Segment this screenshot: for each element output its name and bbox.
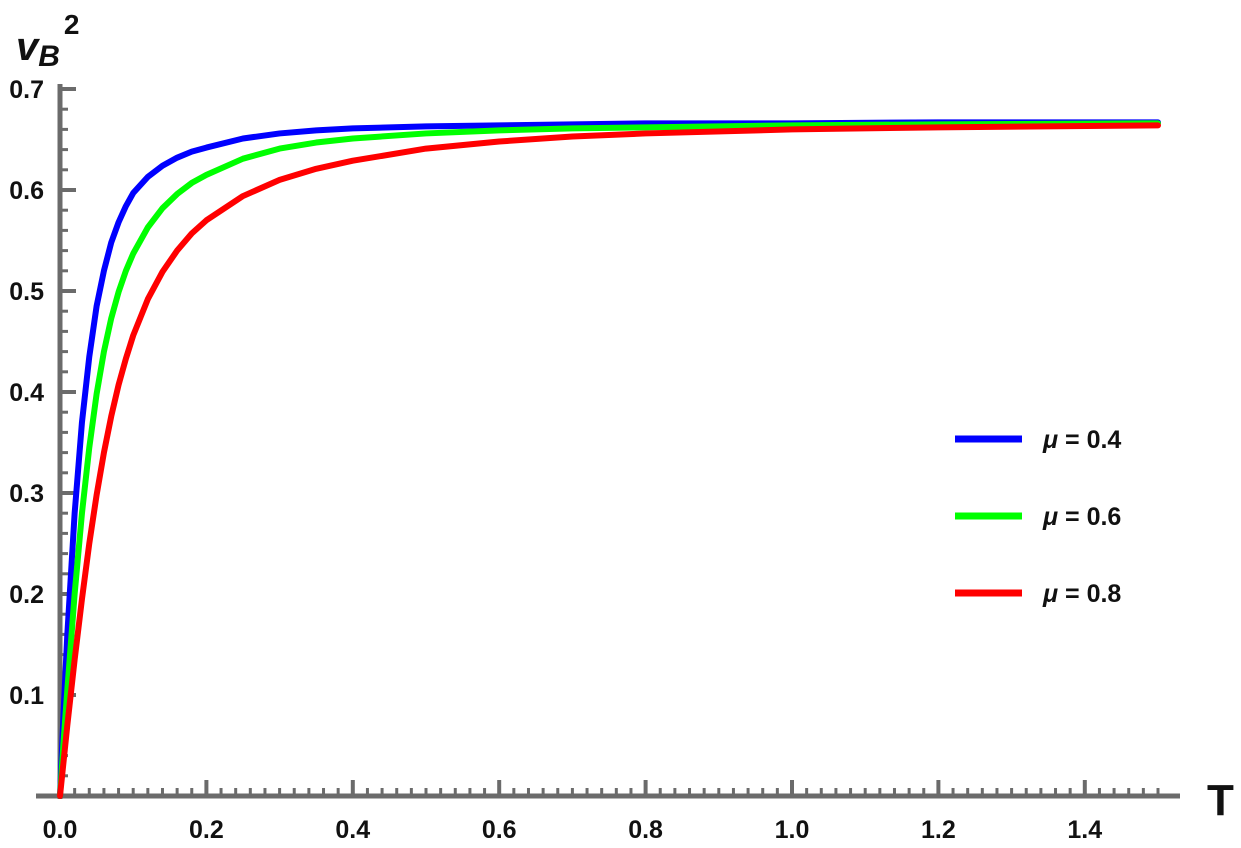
x-tick-label: 0.8 (628, 816, 663, 844)
y-tick-label: 0.2 (9, 581, 44, 609)
y-tick-label: 0.7 (9, 76, 44, 104)
y-axis-label-base: v (16, 25, 41, 69)
y-tick-label: 0.6 (9, 177, 44, 205)
y-tick-label: 0.5 (9, 278, 44, 306)
legend-label-2: μ = 0.6 (1042, 503, 1121, 531)
y-axis-label: vB2 (16, 9, 80, 73)
x-tick-label: 1.2 (921, 816, 956, 844)
y-axis-label-sub: B (38, 40, 60, 73)
x-tick-label: 0.4 (335, 816, 370, 844)
y-tick-label: 0.3 (9, 480, 44, 508)
legend-value: = 0.6 (1058, 503, 1121, 531)
axes (36, 84, 1180, 799)
x-tick-label: 0.2 (189, 816, 224, 844)
legend-value: = 0.8 (1058, 580, 1121, 608)
tick-labels: 0.0 0.2 0.4 0.6 0.8 1.0 1.2 1.4 0.1 0.2 0.3 0.4 0.5 0… (9, 76, 1102, 844)
y-tick-label: 0.1 (9, 682, 44, 710)
x-tick-label: 0.0 (43, 816, 78, 844)
y-tick-label: 0.4 (9, 379, 44, 407)
legend-label-1: μ = 0.4 (1042, 426, 1121, 454)
legend-label-3: μ = 0.8 (1042, 580, 1121, 608)
y-axis-label-sup: 2 (64, 9, 80, 40)
series-line-1 (57, 119, 1161, 799)
series-group (57, 119, 1161, 799)
legend-value: = 0.4 (1058, 426, 1121, 454)
x-axis-label: T (1207, 776, 1234, 825)
legend-symbol: μ (1042, 580, 1058, 608)
series-line-2 (57, 120, 1161, 799)
legend-symbol: μ (1042, 426, 1058, 454)
x-tick-label: 0.6 (482, 816, 517, 844)
x-tick-label: 1.4 (1067, 816, 1102, 844)
series-line-3 (57, 122, 1161, 799)
legend-symbol: μ (1042, 503, 1058, 531)
legend: μ = 0.4μ = 0.6μ = 0.8 (955, 426, 1121, 608)
x-tick-label: 1.0 (775, 816, 810, 844)
